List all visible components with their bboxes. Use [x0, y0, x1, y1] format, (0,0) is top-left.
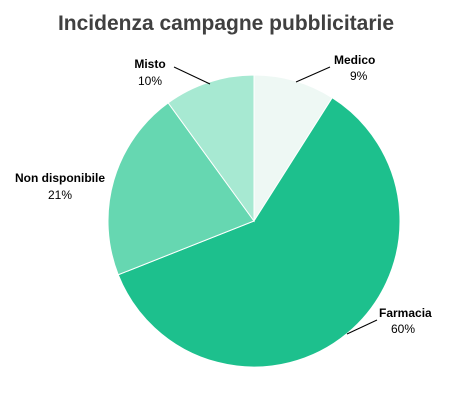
slice-label: Misto [134, 57, 165, 71]
leader-line [173, 66, 211, 85]
pie-slice-medico [253, 74, 333, 223]
leader-line [346, 319, 378, 335]
slice-label: Medico [334, 53, 375, 67]
pie-slices [107, 74, 401, 368]
slice-value-label: 9% [350, 69, 368, 83]
pie-slice-farmacia [117, 97, 401, 368]
slice-label: Farmacia [379, 306, 432, 320]
slice-value-label: 21% [48, 188, 72, 202]
pie-labels: Medico 9% Farmacia 60% Non disponibile 21% Mis… [15, 53, 432, 336]
slice-label: Non disponibile [15, 171, 105, 185]
leader-line [295, 66, 331, 83]
pie-slice-non-disponibile [107, 102, 255, 276]
slice-value-label: 10% [138, 74, 162, 88]
slice-value-label: 60% [391, 322, 415, 336]
pie-slice-misto [167, 74, 255, 223]
chart-title: Incidenza campagne pubblicitarie [58, 12, 394, 35]
